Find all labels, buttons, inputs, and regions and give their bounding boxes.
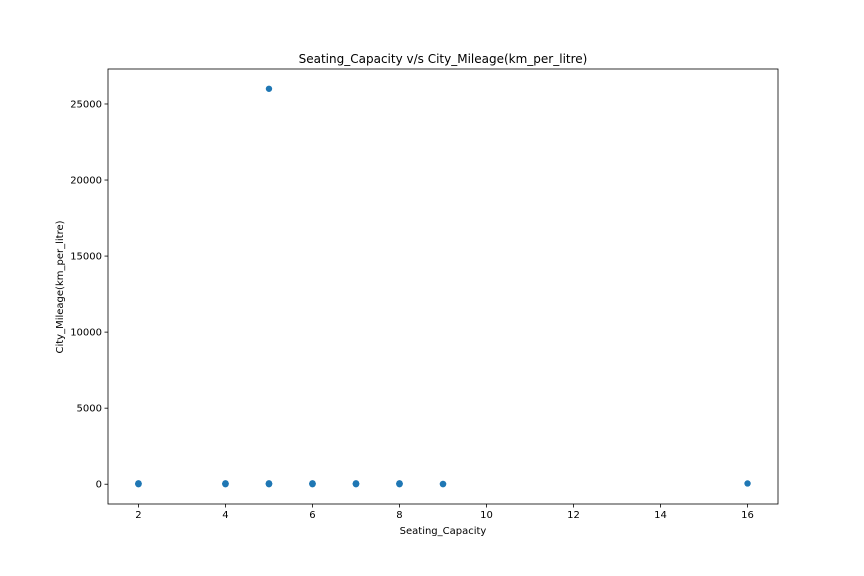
- scatter-point: [352, 480, 360, 487]
- x-axis-ticks: 2 4 6 8 10 12 14 16: [135, 504, 754, 521]
- scatter-point: [265, 85, 273, 92]
- x-tick-label: 10: [480, 510, 493, 521]
- y-tick-label: 20000: [70, 176, 102, 187]
- x-tick-label: 12: [567, 510, 580, 521]
- chart-title: Seating_Capacity v/s City_Mileage(km_per…: [299, 52, 588, 66]
- x-tick-label: 16: [741, 510, 754, 521]
- plot-frame: [107, 68, 779, 505]
- y-tick-label: 5000: [77, 404, 102, 415]
- scatter-point: [309, 480, 316, 487]
- scatter-point: [135, 480, 142, 487]
- y-tick-label: 15000: [70, 252, 102, 263]
- y-tick-label: 10000: [70, 328, 102, 339]
- scatter-point: [439, 480, 447, 488]
- x-axis-label: Seating_Capacity: [400, 526, 487, 537]
- x-tick-label: 2: [135, 510, 141, 521]
- x-tick-label: 4: [222, 510, 228, 521]
- scatter-point: [222, 480, 229, 487]
- y-tick-label: 0: [96, 480, 102, 491]
- y-axis-ticks: 0 5000 10000 15000 20000 25000: [70, 99, 108, 491]
- scatter-point: [265, 480, 273, 487]
- y-tick-label: 25000: [70, 99, 102, 110]
- scatter-point: [744, 480, 751, 487]
- data-points: [135, 85, 751, 488]
- x-tick-label: 14: [654, 510, 667, 521]
- x-tick-label: 6: [309, 510, 315, 521]
- x-tick-label: 8: [396, 510, 402, 521]
- y-axis-label: City_Mileage(km_per_litre): [55, 220, 66, 353]
- scatter-point: [396, 480, 403, 487]
